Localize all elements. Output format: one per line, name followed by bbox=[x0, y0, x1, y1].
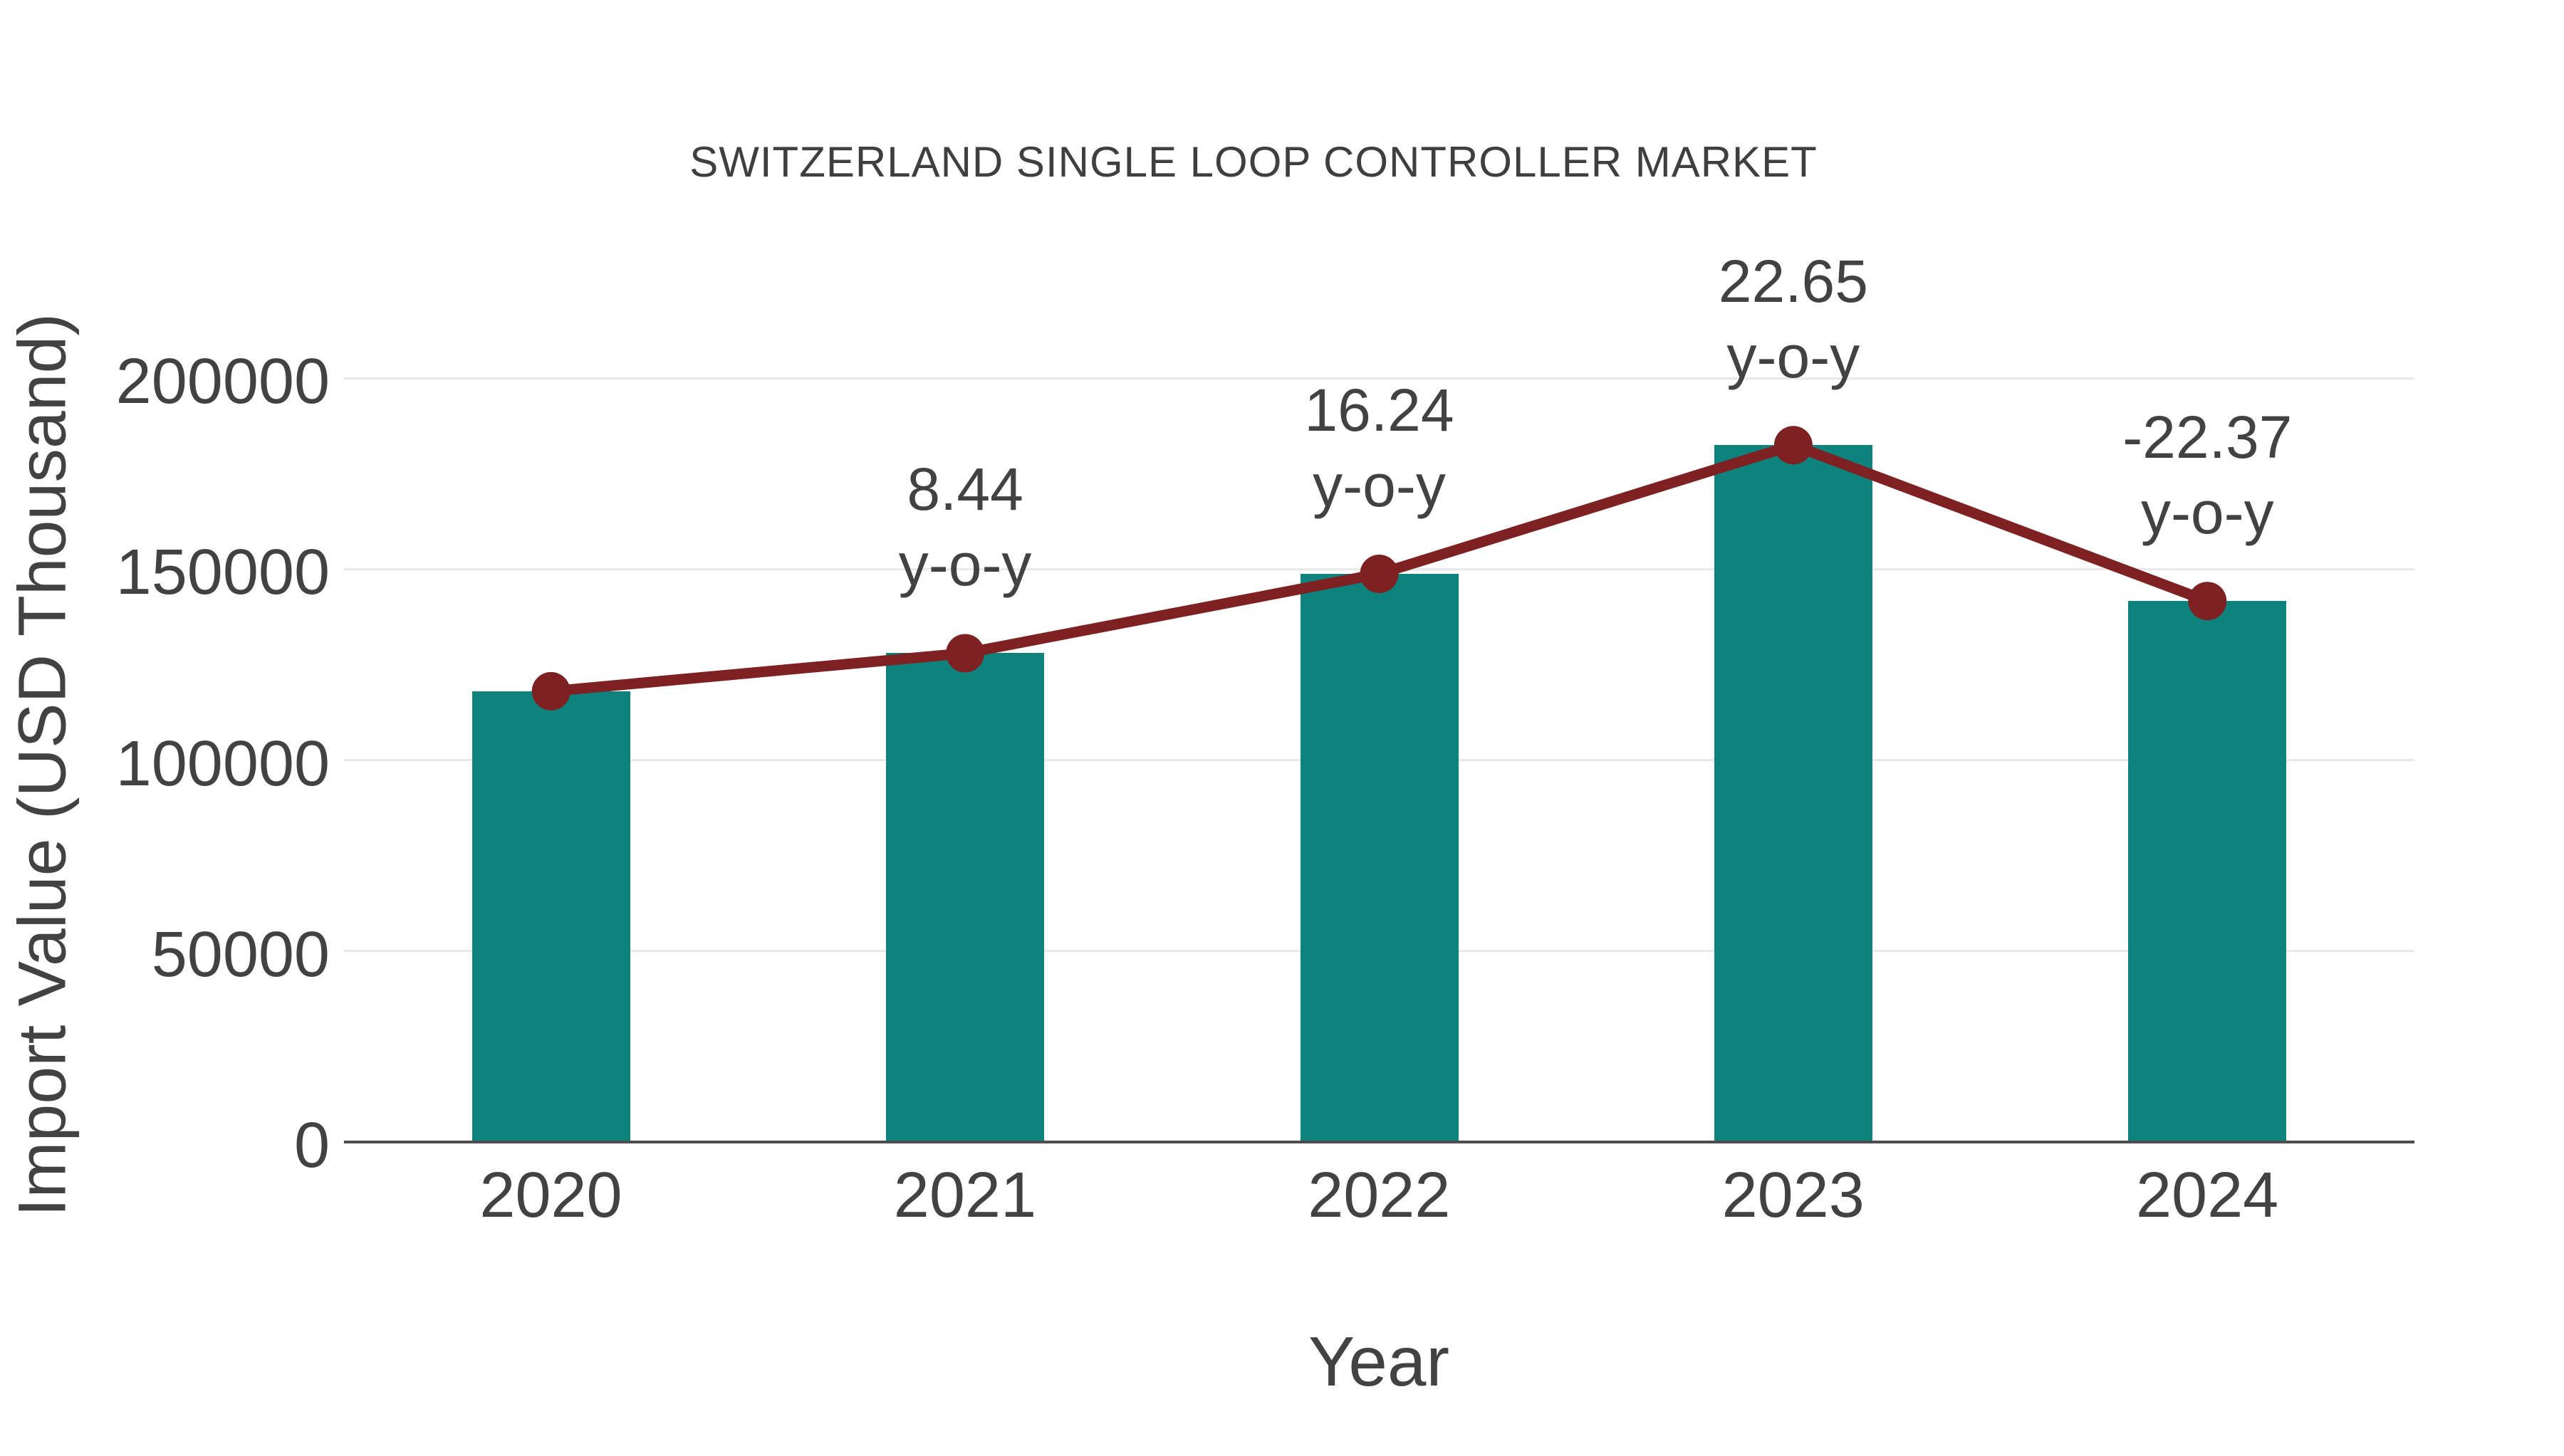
x-tick-label-2024: 2024 bbox=[2135, 1160, 2279, 1231]
bar-2024 bbox=[2128, 601, 2287, 1142]
yoy-value-2024: -22.37 bbox=[2122, 404, 2293, 471]
y-tick-label-0: 0 bbox=[293, 1110, 330, 1181]
yoy-annotation-2021: 8.44 y-o-y bbox=[716, 451, 1214, 602]
y-tick-label-50000: 50000 bbox=[151, 918, 330, 990]
x-axis-line bbox=[344, 1141, 2414, 1143]
yoy-suffix-2022: y-o-y bbox=[1313, 452, 1446, 519]
yoy-value-2021: 8.44 bbox=[907, 456, 1023, 523]
chart-title: SWITZERLAND SINGLE LOOP CONTROLLER MARKE… bbox=[689, 138, 1818, 186]
bar-2021 bbox=[886, 653, 1045, 1142]
x-tick-label-2023: 2023 bbox=[1721, 1160, 1865, 1231]
yoy-value-2023: 22.65 bbox=[1718, 248, 1868, 315]
yoy-annotation-2022: 16.24 y-o-y bbox=[1130, 372, 1629, 523]
x-tick-label-2022: 2022 bbox=[1308, 1160, 1451, 1231]
yoy-annotation-2024: -22.37 y-o-y bbox=[1958, 399, 2456, 550]
x-axis-title: Year bbox=[1308, 1322, 1449, 1400]
x-tick-label-2020: 2020 bbox=[479, 1160, 622, 1231]
bar-2023 bbox=[1714, 445, 1872, 1142]
bar-2022 bbox=[1300, 574, 1459, 1142]
y-tick-label-100000: 100000 bbox=[115, 728, 330, 800]
yoy-value-2022: 16.24 bbox=[1304, 377, 1454, 444]
y-tick-label-150000: 150000 bbox=[115, 537, 330, 609]
yoy-suffix-2023: y-o-y bbox=[1726, 323, 1860, 391]
bar-2020 bbox=[471, 691, 630, 1142]
yoy-annotation-2023: 22.65 y-o-y bbox=[1544, 243, 2043, 394]
yoy-suffix-2021: y-o-y bbox=[898, 531, 1032, 599]
x-tick-label-2021: 2021 bbox=[893, 1160, 1036, 1231]
yoy-suffix-2024: y-o-y bbox=[2140, 479, 2274, 547]
gridline-200000 bbox=[344, 377, 2414, 379]
gridline-150000 bbox=[344, 567, 2414, 570]
y-tick-label-200000: 200000 bbox=[115, 346, 330, 417]
